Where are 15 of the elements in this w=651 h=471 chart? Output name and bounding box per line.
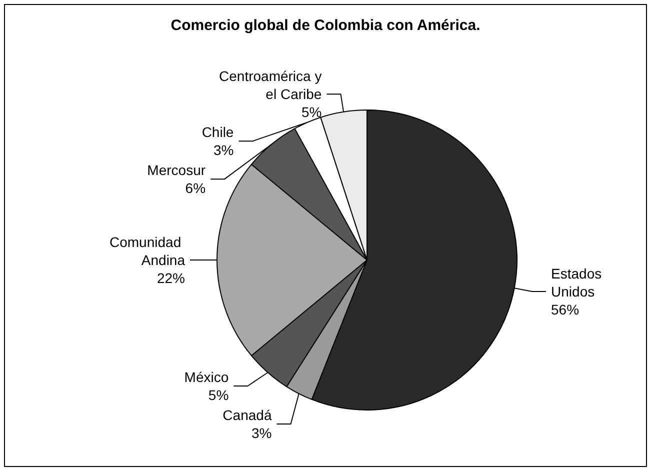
data-label: 5% [301, 104, 322, 120]
data-label: 5% [208, 387, 229, 404]
data-label: 56% [551, 301, 580, 318]
slice-label: Estados Unidos [551, 265, 606, 300]
slice-label: Comunidad Andina [110, 234, 186, 268]
slice-label: México [184, 369, 229, 386]
data-label: 3% [213, 142, 234, 158]
data-label: 22% [156, 270, 185, 286]
data-label: 3% [251, 425, 272, 442]
chart-title: Comercio global de Colombia con América. [170, 17, 480, 34]
slice-label: Centroamérica y el Caribe [219, 68, 322, 102]
slice-label: Canadá [222, 407, 272, 424]
data-label: 6% [185, 180, 206, 196]
slice-label: Chile [202, 124, 234, 140]
slice-label: Mercosur [147, 162, 206, 178]
